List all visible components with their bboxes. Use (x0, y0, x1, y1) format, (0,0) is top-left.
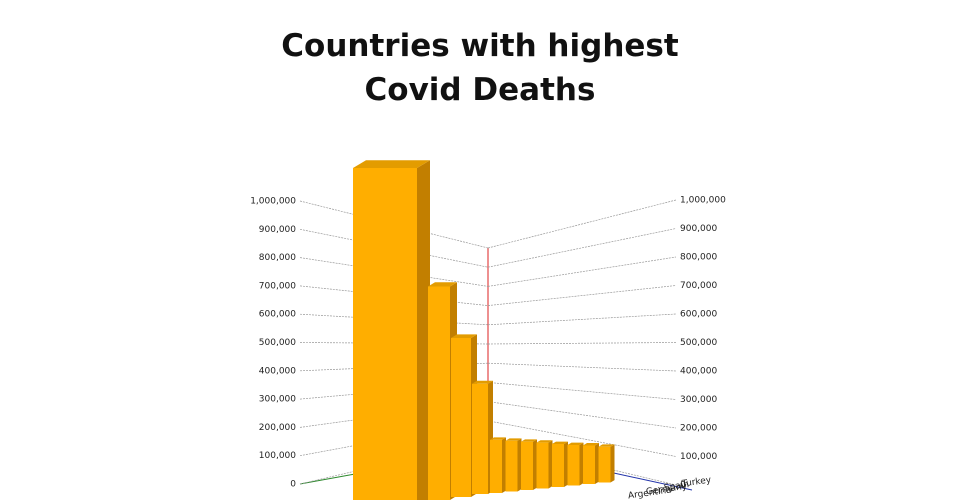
bar-side (548, 440, 553, 489)
bar (536, 442, 549, 489)
bar (353, 168, 417, 500)
grid-line (487, 401, 677, 429)
bar (598, 446, 611, 483)
bar (505, 440, 518, 492)
grid-line (299, 228, 489, 268)
y-tick-label-right: 300,000 (680, 395, 717, 405)
bar-side (502, 437, 506, 493)
y-tick-label: 700,000 (259, 281, 296, 291)
bar-top (472, 380, 493, 384)
bar-side (517, 438, 522, 492)
y-tick-label-right: 100,000 (680, 452, 717, 462)
bar-side (533, 439, 537, 490)
bar-side (579, 442, 584, 486)
bar-top (536, 440, 553, 443)
chart-title: Countries with highest Covid Deaths (281, 28, 679, 108)
grid-line (487, 256, 677, 287)
x-tick-label: Spain (663, 480, 689, 493)
y-tick-label: 200,000 (259, 423, 296, 433)
y-tick-label-right: 1,000,000 (680, 196, 726, 206)
grid-line (487, 420, 677, 457)
bar-top (353, 160, 430, 168)
bar-top (583, 443, 599, 446)
bar-side (595, 443, 599, 484)
bar-top (567, 442, 584, 445)
bar-side (417, 160, 430, 500)
y-tick-label: 600,000 (259, 310, 296, 320)
grid-line (487, 362, 677, 372)
y-tick-label-right: 500,000 (680, 338, 717, 348)
y-tick-label-right: 700,000 (680, 281, 717, 291)
bar (490, 439, 502, 493)
y-tick-label-right: 600,000 (680, 310, 717, 320)
y-tick-label: 100,000 (259, 451, 296, 461)
x-tick-label: Argentina (627, 485, 672, 500)
bar-top (451, 334, 477, 338)
grid-line (487, 199, 677, 249)
y-tick-label: 800,000 (259, 253, 296, 263)
bar-top (521, 439, 537, 442)
x-tick-label: Turkey (680, 475, 712, 489)
bar (451, 338, 471, 497)
bar (583, 445, 595, 484)
bar (521, 441, 533, 490)
y-tick-label-right: 900,000 (680, 224, 717, 234)
bar (472, 383, 488, 494)
y-tick-label: 0 (290, 480, 296, 490)
bar-top (505, 438, 522, 441)
grid-line (487, 342, 677, 345)
y-tick-label-right: 200,000 (680, 424, 717, 434)
bar (552, 443, 564, 487)
y-tick-label: 900,000 (259, 225, 296, 235)
grid-line (487, 382, 677, 400)
grid-line (487, 228, 677, 268)
y-tick-label: 400,000 (259, 366, 296, 376)
bar-top (490, 437, 506, 440)
grid-line (487, 285, 677, 306)
z-axis-line (599, 469, 693, 491)
y-tick-label-right: 0 (680, 481, 686, 491)
bar-top (598, 444, 615, 447)
y-tick-label-right: 800,000 (680, 253, 717, 263)
y-tick-label-right: 400,000 (680, 367, 717, 377)
y-tick-label: 300,000 (259, 395, 296, 405)
bar-side (564, 441, 568, 487)
x-axis-line (299, 473, 356, 485)
grid-line (299, 257, 489, 287)
grid-line (487, 313, 677, 326)
bar-top (428, 282, 457, 287)
bar-top (552, 441, 568, 444)
bar-side (610, 444, 615, 483)
bar (567, 445, 580, 486)
y-tick-label: 1,000,000 (250, 197, 296, 207)
bar (428, 286, 450, 500)
y-tick-label: 500,000 (259, 338, 296, 348)
